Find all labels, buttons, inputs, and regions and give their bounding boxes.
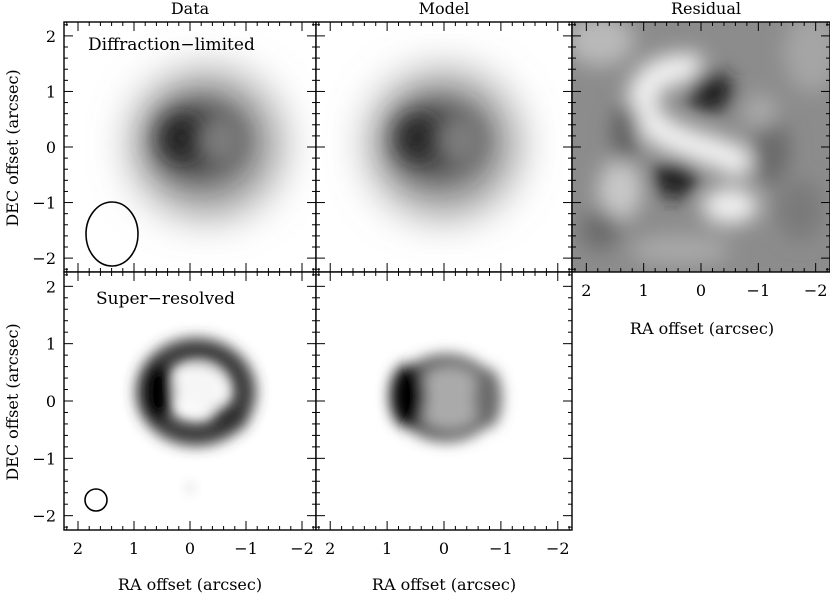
tick-label: 2	[325, 539, 335, 558]
tick-label: 1	[46, 335, 56, 354]
tick-label: 2	[46, 277, 56, 296]
tick-label: −2	[290, 539, 314, 558]
x-axis-label-model: RA offset (arcsec)	[372, 575, 516, 594]
panel-model-diffraction-limited	[316, 22, 572, 272]
tick-label: 0	[46, 138, 56, 157]
tick-label: 1	[639, 281, 649, 300]
tick-label: −1	[32, 449, 56, 468]
x-axis-label-data: RA offset (arcsec)	[118, 575, 262, 594]
tick-label: 2	[46, 27, 56, 46]
tick-label: 1	[46, 82, 56, 101]
tick-label: 2	[581, 281, 591, 300]
tick-label: −2	[32, 249, 56, 268]
y-axis-label-bottom: DEC offset (arcsec)	[3, 323, 22, 480]
row-label-diffraction-limited: Diffraction−limited	[88, 35, 255, 55]
tick-label: 1	[382, 539, 392, 558]
tick-label: −1	[32, 194, 56, 213]
beam-circle	[84, 488, 108, 512]
tick-label: 0	[185, 539, 195, 558]
tick-labels: 2 1 0 −1 −2 2 1 0 −1 −2 2 1 0 −1 −2 2 1 0 −1 −2 2 1 0 −1 −2	[32, 27, 827, 558]
column-title-residual: Residual	[671, 0, 741, 18]
x-axis-label-residual: RA offset (arcsec)	[630, 319, 774, 338]
tick-label: −1	[489, 539, 513, 558]
column-title-model: Model	[419, 0, 470, 18]
tick-label: −1	[747, 281, 771, 300]
column-title-data: Data	[171, 0, 210, 18]
y-axis-label-top: DEC offset (arcsec)	[3, 69, 22, 226]
tick-label: 2	[73, 539, 83, 558]
panel-data-diffraction-limited	[64, 22, 316, 272]
tick-label: 0	[696, 281, 706, 300]
tick-label: −2	[546, 539, 570, 558]
panel-residual	[572, 22, 830, 272]
tick-label: −1	[234, 539, 258, 558]
tick-label: 0	[439, 539, 449, 558]
tick-label: 0	[46, 392, 56, 411]
tick-label: 1	[129, 539, 139, 558]
beam-ellipse	[85, 201, 139, 267]
panel-model-super-resolved	[316, 272, 572, 530]
tick-marks	[64, 22, 830, 530]
tick-label: −2	[32, 507, 56, 526]
panel-data-super-resolved	[64, 272, 316, 530]
row-label-super-resolved: Super−resolved	[96, 289, 235, 309]
tick-label: −2	[804, 281, 828, 300]
